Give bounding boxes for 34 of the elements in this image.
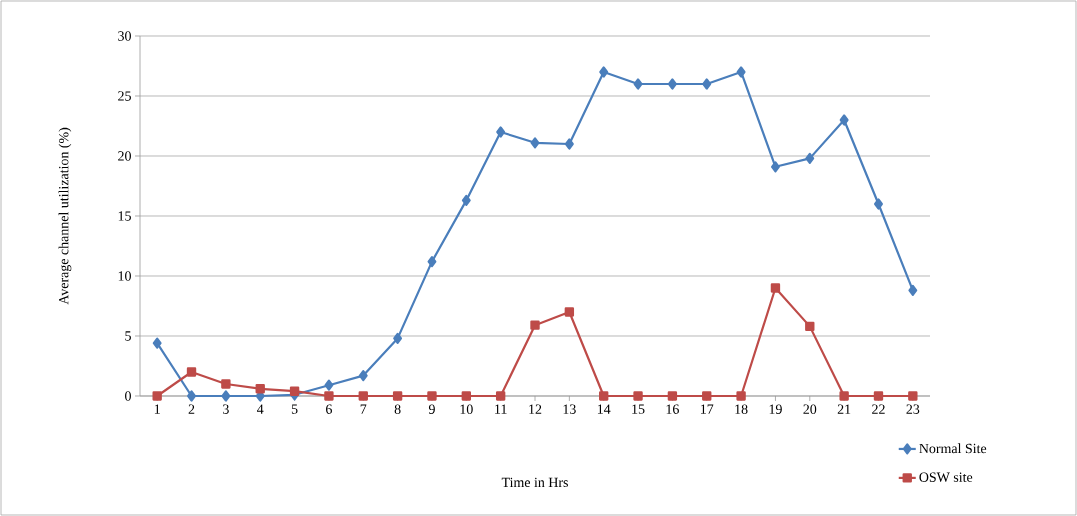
x-tick-label: 12 [529,404,542,414]
x-tick-label: 10 [460,404,473,414]
y-axis-title: Average channel utilization (%) [58,127,72,305]
x-tick-label: 7 [360,404,367,414]
x-tick-label: 14 [597,404,611,414]
x-tick-label: 18 [735,404,748,414]
x-tick-label: 6 [326,404,332,414]
x-tick-label: 19 [769,404,782,414]
x-tick-label: 21 [837,404,851,414]
x-axis-title: Time in Hrs [501,477,568,488]
y-tick-label: 20 [118,151,131,161]
y-tick-label: 5 [125,331,131,341]
y-tick-label: 15 [118,211,131,221]
x-tick-label: 15 [632,404,645,414]
x-tick-label: 9 [428,404,435,414]
y-tick-label: 0 [125,391,131,401]
x-tick-label: 23 [906,404,920,414]
x-tick-label: 20 [803,404,817,414]
x-tick-label: 11 [495,404,507,414]
legend-label: OSW site [919,472,973,482]
x-tick-label: 13 [563,404,576,414]
x-tick-label: 5 [291,404,298,414]
x-tick-label: 16 [666,404,679,414]
x-tick-label: 1 [154,404,160,414]
y-tick-label: 10 [118,271,131,281]
y-tick-label: 30 [118,31,131,41]
x-tick-label: 4 [257,404,264,414]
legend-label: Normal Site [919,443,987,454]
x-tick-label: 8 [394,404,401,414]
x-tick-label: 22 [872,404,885,414]
x-tick-label: 3 [223,404,229,414]
x-tick-label: 17 [700,404,714,414]
y-tick-label: 25 [118,91,131,101]
x-tick-label: 2 [188,404,195,414]
